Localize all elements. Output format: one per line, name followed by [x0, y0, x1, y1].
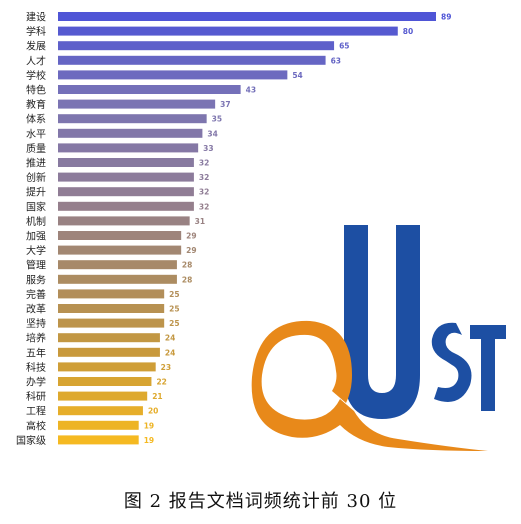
bar [58, 333, 160, 343]
bar [58, 201, 194, 211]
category-label: 机制 [26, 215, 46, 228]
bar [58, 377, 152, 386]
value-label: 43 [246, 86, 256, 95]
bar [58, 289, 165, 299]
value-label: 63 [331, 56, 341, 65]
value-label: 28 [182, 261, 192, 270]
bar [58, 114, 207, 124]
category-label: 工程 [26, 406, 46, 418]
value-label: 33 [203, 144, 213, 153]
category-label: 发展 [26, 40, 46, 53]
category-label: 国家 [26, 200, 46, 213]
value-label: 32 [199, 202, 209, 211]
value-label: 29 [186, 232, 196, 241]
category-label: 培养 [26, 332, 46, 345]
logo-letter-q [251, 320, 488, 451]
value-label: 65 [339, 42, 349, 51]
category-label: 服务 [26, 273, 46, 286]
value-label: 24 [165, 334, 175, 343]
logo-letter-u [344, 225, 420, 419]
category-label: 人才 [26, 54, 46, 67]
logo-letter-s [431, 322, 472, 402]
figure-caption: 图 2 报告文档词频统计前 30 位 [123, 491, 398, 512]
category-label: 质量 [26, 143, 46, 155]
logo-letter-t [470, 325, 506, 411]
bar [58, 128, 203, 138]
category-label: 坚持 [26, 317, 46, 330]
category-label: 办学 [26, 376, 46, 389]
bar [58, 85, 241, 94]
value-label: 32 [199, 159, 209, 168]
bar [58, 304, 165, 313]
category-label: 加强 [26, 231, 46, 243]
category-label: 学科 [26, 25, 46, 38]
value-label: 80 [403, 27, 413, 36]
bar [58, 260, 177, 270]
bar [58, 420, 139, 430]
bar [58, 143, 199, 153]
value-label: 54 [292, 71, 302, 80]
value-label: 23 [161, 363, 171, 372]
qust-logo [251, 225, 506, 451]
bar [58, 347, 160, 357]
bar [58, 274, 177, 284]
bar [58, 70, 288, 80]
bar [58, 172, 194, 182]
category-label: 提升 [26, 187, 46, 199]
value-label: 24 [165, 348, 175, 357]
category-label: 教育 [26, 98, 46, 111]
category-label: 水平 [26, 128, 46, 140]
value-label: 32 [199, 173, 209, 182]
bar [58, 41, 335, 51]
category-label: 推进 [26, 157, 46, 170]
value-label: 20 [148, 407, 158, 416]
value-label: 21 [152, 392, 162, 401]
value-label: 19 [144, 436, 154, 445]
category-label: 体系 [26, 114, 46, 126]
category-label: 科技 [26, 361, 46, 374]
bar [58, 187, 194, 197]
bar [58, 435, 139, 445]
category-label: 高校 [26, 419, 46, 432]
category-label: 特色 [26, 84, 46, 97]
category-label: 创新 [26, 171, 46, 184]
bar-chart: 建设 89 学科 80 发展 65 人才 63 学校 54 特色 43 教育 37 体系 35 水平 34 质量 33… [16, 11, 451, 447]
value-label: 19 [144, 421, 154, 430]
bar [58, 158, 194, 167]
bar [58, 99, 216, 109]
value-label: 29 [186, 246, 196, 255]
bar [58, 245, 182, 255]
category-label: 建设 [26, 11, 46, 24]
value-label: 25 [169, 290, 179, 299]
category-label: 国家级 [16, 434, 46, 447]
value-label: 34 [207, 129, 217, 138]
bar [58, 216, 190, 226]
category-label: 大学 [26, 244, 46, 257]
bar [58, 362, 156, 372]
value-label: 37 [220, 100, 230, 109]
value-label: 89 [441, 13, 451, 22]
bar [58, 318, 165, 328]
bar [58, 391, 148, 401]
value-label: 28 [182, 275, 192, 284]
category-label: 科研 [26, 390, 46, 403]
bar [58, 231, 182, 240]
category-label: 改革 [26, 303, 46, 316]
value-label: 25 [169, 319, 179, 328]
value-label: 35 [212, 115, 222, 124]
bar [58, 26, 398, 36]
category-label: 完善 [26, 288, 46, 301]
category-label: 管理 [26, 259, 46, 272]
category-label: 学校 [26, 69, 46, 82]
value-label: 31 [195, 217, 205, 226]
category-label: 五年 [26, 346, 46, 359]
value-label: 25 [169, 305, 179, 314]
bar [58, 406, 143, 416]
bar [58, 12, 436, 21]
value-label: 22 [156, 378, 166, 387]
bar [58, 55, 326, 65]
value-label: 32 [199, 188, 209, 197]
